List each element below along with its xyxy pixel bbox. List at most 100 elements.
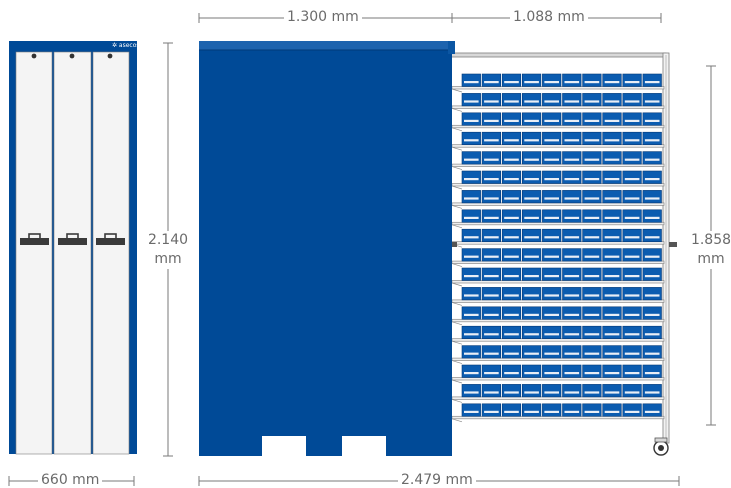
bin-body [602,228,622,242]
bin-label [544,333,559,336]
bin-body [602,287,622,301]
storage-bin [642,131,662,145]
bin-label [524,236,539,239]
shelf-bracket [451,166,463,170]
storage-bin [481,151,502,165]
bin-body [642,248,662,262]
storage-bin [562,248,582,262]
storage-bin [602,209,622,223]
storage-bin [582,73,602,87]
storage-bin [481,345,502,359]
storage-bin [501,190,522,204]
bin-label [544,216,559,219]
bin-label [564,81,580,84]
storage-bin [602,306,622,320]
bin-body [481,248,502,262]
storage-bin [622,228,642,242]
bin-label [584,81,600,84]
bin-body [501,93,522,107]
bin-label [584,139,600,142]
storage-bin [582,325,602,340]
bin-body [501,112,522,126]
bin-label [564,372,580,375]
shelf [451,112,665,132]
bin-label [464,313,479,316]
bin-label [604,216,620,219]
bin-body [481,93,502,107]
cabinet-side-top-trim [199,41,452,50]
storage-bin [642,112,662,126]
bin-label [604,236,620,239]
bin-label [484,216,499,219]
bin-label [464,139,479,142]
storage-bin [461,364,481,378]
shelf-board [451,338,665,342]
storage-bin [622,112,642,126]
storage-bin [501,248,522,262]
bin-label [524,333,539,336]
bin-body [642,403,662,417]
bin-label [504,313,519,316]
storage-bin [582,287,602,301]
bin-body [521,209,542,223]
storage-bin [521,209,542,223]
door-right [92,51,130,455]
bin-body [642,93,662,107]
storage-bin [521,93,542,107]
storage-bin [642,384,662,398]
storage-bin [602,151,622,165]
bin-label [624,255,640,258]
bin-body [521,306,542,320]
lock-right [107,53,113,59]
bin-label [624,100,640,103]
bin-body [582,73,602,87]
shelf-board [451,105,665,109]
bin-label [584,294,600,297]
bin-body [501,151,522,165]
storage-bin [642,209,662,223]
storage-bin [461,248,481,262]
bin-body [521,93,542,107]
bin-label [564,255,580,258]
bin-label [524,81,539,84]
shelf-board [451,144,665,148]
bin-label [584,236,600,239]
storage-bin [602,287,622,301]
bin-label [604,119,620,122]
storage-bin [642,190,662,204]
bin-label [584,178,600,181]
storage-bin [501,287,522,301]
bin-label [544,275,559,278]
shelf-board [451,280,665,284]
storage-bin [602,267,622,281]
pullout-rack [449,52,677,456]
bin-label [604,410,620,413]
bin-body [602,151,622,165]
storage-bin [481,190,502,204]
storage-bin [542,384,562,398]
bin-label [524,294,539,297]
shelf-bracket [451,340,463,345]
bin-label [464,333,479,336]
bin-body [501,131,522,145]
storage-bin [481,287,502,301]
storage-bin [521,325,542,340]
storage-bin [602,248,622,262]
bin-label [544,100,559,103]
bin-label [624,391,640,394]
bin-body [622,93,642,107]
bin-label [504,216,519,219]
bin-body [521,131,542,145]
bin-label [644,100,660,103]
bin-body [582,267,602,281]
storage-bin [622,170,642,184]
storage-bin [602,131,622,145]
bin-label [544,178,559,181]
bin-label [604,139,620,142]
bin-label [544,119,559,122]
bin-body [562,306,582,320]
shelf-bracket [451,360,463,364]
bin-label [484,139,499,142]
storage-bin [521,287,542,301]
shelf-board [451,377,665,381]
